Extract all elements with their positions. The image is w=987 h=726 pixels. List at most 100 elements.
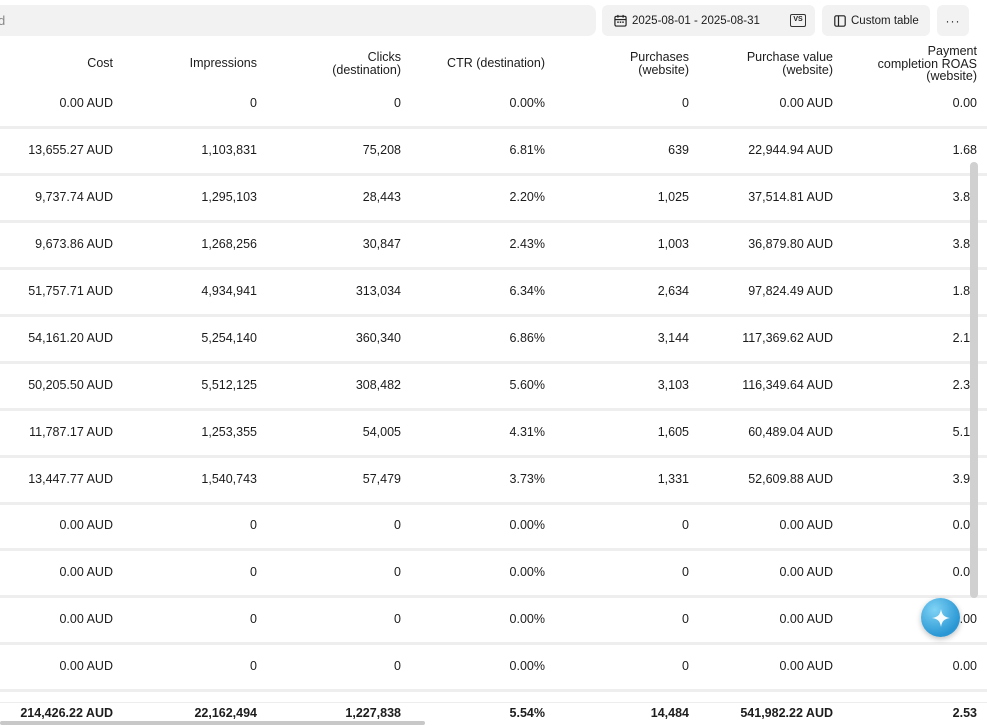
more-options-button[interactable]: ··· xyxy=(937,5,969,36)
cell-purchases: 639 xyxy=(668,143,689,157)
cell-purchase-value: 60,489.04 AUD xyxy=(748,425,833,439)
total-clicks: 1,227,838 xyxy=(345,706,401,720)
row-divider xyxy=(0,267,987,270)
cell-ctr: 2.43% xyxy=(509,237,545,251)
cell-clicks: 57,479 xyxy=(362,472,401,486)
table-row[interactable]: 9,673.86 AUD 1,268,256 30,847 2.43% 1,003 36,… xyxy=(0,223,987,270)
cell-clicks: 75,208 xyxy=(362,143,401,157)
cell-clicks: 28,443 xyxy=(362,190,401,204)
cell-purchases: 3,144 xyxy=(657,331,689,345)
total-ctr: 5.54% xyxy=(509,706,545,720)
cell-impressions: 0 xyxy=(250,612,257,626)
cell-clicks: 0 xyxy=(394,612,401,626)
cell-ctr: 6.34% xyxy=(509,284,545,298)
cell-purchase-value: 117,369.62 AUD xyxy=(742,331,833,345)
vertical-scrollbar[interactable] xyxy=(970,162,978,598)
cell-impressions: 0 xyxy=(250,659,257,673)
row-divider xyxy=(0,455,987,458)
cell-purchase-value: 116,349.64 AUD xyxy=(742,378,833,392)
row-divider xyxy=(0,642,987,645)
cell-clicks: 0 xyxy=(394,659,401,673)
custom-table-label: Custom table xyxy=(851,14,919,27)
cell-purchases: 1,331 xyxy=(657,472,689,486)
cell-ctr: 6.86% xyxy=(509,331,545,345)
table-row[interactable]: 11,787.17 AUD 1,253,355 54,005 4.31% 1,605 60… xyxy=(0,411,987,458)
cell-payment-roas: 0.00 xyxy=(952,659,977,673)
search-placeholder: d xyxy=(0,13,6,28)
cell-purchases: 1,025 xyxy=(657,190,689,204)
cell-cost: 0.00 AUD xyxy=(59,96,113,110)
table-row[interactable]: 54,161.20 AUD 5,254,140 360,340 6.86% 3,144 1… xyxy=(0,317,987,364)
column-header-payment-roas[interactable]: Payment completion ROAS (website) xyxy=(877,44,977,83)
cell-purchases: 1,605 xyxy=(657,425,689,439)
row-divider xyxy=(0,126,987,129)
table-row[interactable]: 13,655.27 AUD 1,103,831 75,208 6.81% 639 22,9… xyxy=(0,129,987,176)
table-row[interactable]: 9,737.74 AUD 1,295,103 28,443 2.20% 1,025 37,… xyxy=(0,176,987,223)
total-payment-roas: 2.53 xyxy=(952,706,977,720)
cell-ctr: 0.00% xyxy=(509,518,545,532)
cell-purchase-value: 0.00 AUD xyxy=(779,518,833,532)
cell-purchase-value: 36,879.80 AUD xyxy=(748,237,833,251)
cell-ctr: 0.00% xyxy=(509,565,545,579)
cell-payment-roas: 1.68 xyxy=(952,143,977,157)
compare-badge[interactable]: VS xyxy=(790,14,806,27)
cell-purchase-value: 37,514.81 AUD xyxy=(748,190,833,204)
cell-impressions: 0 xyxy=(250,96,257,110)
total-purchases: 14,484 xyxy=(650,706,689,720)
cell-purchase-value: 52,609.88 AUD xyxy=(748,472,833,486)
cell-clicks: 0 xyxy=(394,96,401,110)
custom-table-button[interactable]: Custom table xyxy=(822,5,930,36)
cell-purchases: 2,634 xyxy=(657,284,689,298)
column-header-cost[interactable]: Cost xyxy=(87,56,113,70)
cell-ctr: 4.31% xyxy=(509,425,545,439)
table-row[interactable]: 50,205.50 AUD 5,512,125 308,482 5.60% 3,103 1… xyxy=(0,364,987,411)
cell-ctr: 0.00% xyxy=(509,612,545,626)
column-header-ctr[interactable]: CTR (destination) xyxy=(447,56,545,70)
table-row[interactable]: 13,447.77 AUD 1,540,743 57,479 3.73% 1,331 52… xyxy=(0,458,987,505)
cell-clicks: 313,034 xyxy=(355,284,401,298)
total-cost: 214,426.22 AUD xyxy=(20,706,113,720)
date-range-button[interactable]: 2025-08-01 - 2025-08-31 VS xyxy=(602,5,815,36)
cell-cost: 51,757.71 AUD xyxy=(28,284,113,298)
column-header-purchase-value[interactable]: Purchase value (website) xyxy=(746,50,833,77)
row-divider xyxy=(0,548,987,551)
column-header-purchases[interactable]: Purchases (website) xyxy=(629,50,689,77)
cell-clicks: 308,482 xyxy=(355,378,401,392)
date-range-label: 2025-08-01 - 2025-08-31 xyxy=(632,14,760,27)
search-input[interactable]: d xyxy=(0,5,596,36)
horizontal-scrollbar[interactable] xyxy=(0,721,425,725)
cell-impressions: 5,512,125 xyxy=(201,378,257,392)
cell-clicks: 54,005 xyxy=(362,425,401,439)
row-divider xyxy=(0,502,987,505)
cell-ctr: 5.60% xyxy=(509,378,545,392)
cell-clicks: 30,847 xyxy=(362,237,401,251)
cell-purchase-value: 0.00 AUD xyxy=(779,96,833,110)
cell-impressions: 1,268,256 xyxy=(201,237,257,251)
cell-cost: 0.00 AUD xyxy=(59,612,113,626)
cell-purchase-value: 0.00 AUD xyxy=(779,612,833,626)
table-totals-row: 214,426.22 AUD 22,162,494 1,227,838 5.54% 14… xyxy=(0,702,987,726)
cell-impressions: 0 xyxy=(250,565,257,579)
cell-cost: 50,205.50 AUD xyxy=(28,378,113,392)
row-divider xyxy=(0,689,987,692)
cell-purchase-value: 97,824.49 AUD xyxy=(748,284,833,298)
cell-purchases: 0 xyxy=(682,612,689,626)
table-header: Cost Impressions Clicks (destination) CT… xyxy=(0,44,987,86)
assistant-button[interactable] xyxy=(921,598,960,637)
cell-payment-roas: 0.00 xyxy=(952,96,977,110)
cell-cost: 13,447.77 AUD xyxy=(28,472,113,486)
cell-ctr: 0.00% xyxy=(509,96,545,110)
sparkle-icon xyxy=(931,608,950,627)
column-header-clicks[interactable]: Clicks (destination) xyxy=(332,50,401,77)
table-row[interactable]: 51,757.71 AUD 4,934,941 313,034 6.34% 2,634 9… xyxy=(0,270,987,317)
column-header-impressions[interactable]: Impressions xyxy=(189,56,257,70)
toolbar: d 2025-08-01 - 2025-08-31 VS Custom tabl… xyxy=(0,0,987,44)
total-purchase-value: 541,982.22 AUD xyxy=(740,706,833,720)
row-divider xyxy=(0,595,987,598)
cell-purchases: 3,103 xyxy=(657,378,689,392)
